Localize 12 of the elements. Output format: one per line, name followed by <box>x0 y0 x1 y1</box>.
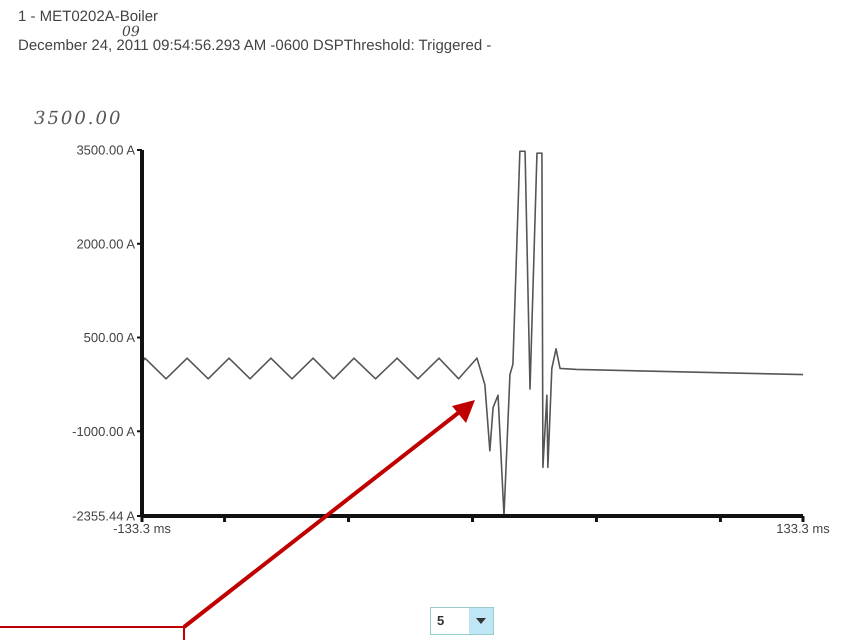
y-tick-label: 2000.00 A <box>76 236 136 252</box>
y-tick-label: 500.00 A <box>84 330 136 346</box>
text: 3500.00 <box>34 108 122 129</box>
chart-subtitle: December 24, 2011 09:54:56.293 AM -0600 DSPThreshold: Triggered - <box>18 37 492 54</box>
x-tick-label: 133.3 ms <box>776 521 830 536</box>
y-tick-label: -1000.00 A <box>72 424 136 439</box>
text: 09 <box>122 24 140 40</box>
x-tick-label: -133.3 ms <box>113 521 172 536</box>
y-tick-label: 3500.00 A <box>76 142 136 158</box>
dropdown: 5 <box>430 607 494 635</box>
chart-title: 1 - MET0202A-Boiler <box>18 8 158 25</box>
y-tick-label: -2355.44 A <box>72 508 136 524</box>
